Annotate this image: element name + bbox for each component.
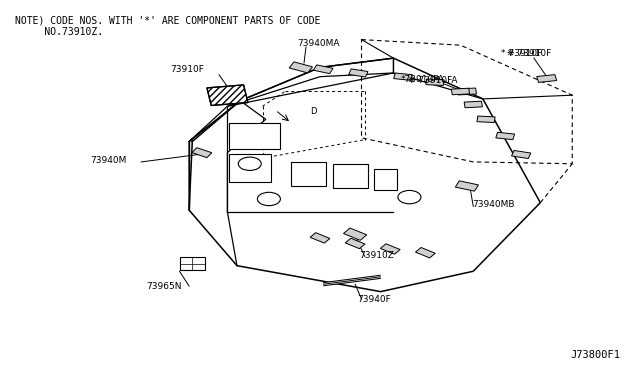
- Bar: [451, 88, 470, 95]
- Text: 73940F: 73940F: [357, 295, 391, 304]
- Bar: [464, 101, 483, 108]
- Bar: [229, 154, 271, 182]
- Text: ❋ 73910FA: ❋ 73910FA: [408, 76, 458, 85]
- Bar: [344, 228, 367, 240]
- Bar: [457, 88, 477, 95]
- Bar: [426, 79, 444, 86]
- Bar: [179, 257, 205, 270]
- Bar: [477, 116, 495, 122]
- Text: * 73910F: * 73910F: [500, 48, 542, 58]
- Bar: [394, 73, 412, 80]
- Text: 73910Z: 73910Z: [360, 251, 394, 260]
- Bar: [496, 132, 515, 140]
- Text: ❋ 73910F: ❋ 73910F: [507, 49, 552, 58]
- Bar: [415, 247, 435, 258]
- Bar: [380, 244, 400, 254]
- Text: 73965N: 73965N: [147, 282, 182, 291]
- Bar: [333, 164, 368, 188]
- Bar: [207, 85, 248, 106]
- Circle shape: [257, 192, 280, 206]
- Text: NOTE) CODE NOS. WITH '*' ARE COMPONENT PARTS OF CODE
     NO.73910Z.: NOTE) CODE NOS. WITH '*' ARE COMPONENT P…: [15, 16, 320, 37]
- Text: J73800F1: J73800F1: [570, 350, 620, 360]
- Text: D: D: [310, 107, 317, 116]
- Bar: [374, 169, 397, 190]
- Bar: [345, 238, 365, 248]
- Circle shape: [398, 190, 421, 204]
- Text: 73940MB: 73940MB: [472, 201, 515, 209]
- Bar: [229, 123, 280, 149]
- Bar: [537, 75, 557, 83]
- Bar: [192, 148, 212, 158]
- Bar: [291, 162, 326, 186]
- Text: 73940MA: 73940MA: [298, 39, 340, 48]
- Text: 73940M: 73940M: [90, 156, 127, 165]
- Bar: [455, 181, 479, 191]
- Bar: [349, 69, 368, 77]
- Text: 73910F: 73910F: [170, 65, 204, 74]
- Text: *73910FA: *73910FA: [401, 75, 445, 84]
- Circle shape: [238, 157, 261, 170]
- Bar: [207, 85, 248, 106]
- Bar: [310, 232, 330, 243]
- Bar: [314, 65, 333, 74]
- Bar: [289, 62, 312, 73]
- Bar: [511, 150, 531, 158]
